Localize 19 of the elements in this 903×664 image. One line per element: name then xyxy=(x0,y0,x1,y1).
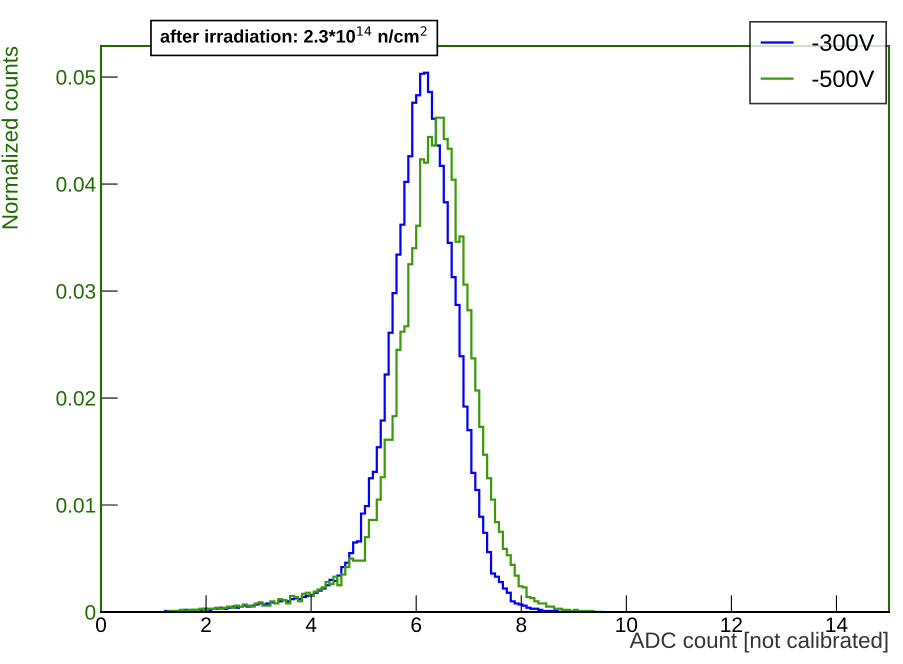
x-tick-label: 10 xyxy=(616,617,638,632)
x-tick-label: 12 xyxy=(721,617,742,632)
x-tick-label: 4 xyxy=(306,618,316,632)
y-axis-title: Normalized counts xyxy=(1,46,18,228)
x-tick-label: 8 xyxy=(516,617,526,632)
x-tick-label: 6 xyxy=(411,617,422,632)
x-tick-label: 2 xyxy=(201,617,211,632)
y-tick-label: 0.05 xyxy=(56,70,96,85)
legend-label: -300V xyxy=(812,34,874,51)
chart-title: after irradiation: 2.3*10$^{14}$ n/cm$^{2}$ xyxy=(160,26,427,43)
x-axis-title: ADC count [not calibrated] xyxy=(630,632,888,653)
y-tick-label: 0.01 xyxy=(56,498,96,513)
y-tick-label: 0 xyxy=(85,605,96,620)
y-tick-label: 0.04 xyxy=(56,177,96,192)
x-tick-label: 0 xyxy=(96,617,106,632)
legend-label: -500V xyxy=(812,70,874,88)
y-tick-label: 0.02 xyxy=(56,391,96,406)
y-tick-label: 0.03 xyxy=(56,284,96,299)
x-tick-label: 14 xyxy=(826,618,848,632)
